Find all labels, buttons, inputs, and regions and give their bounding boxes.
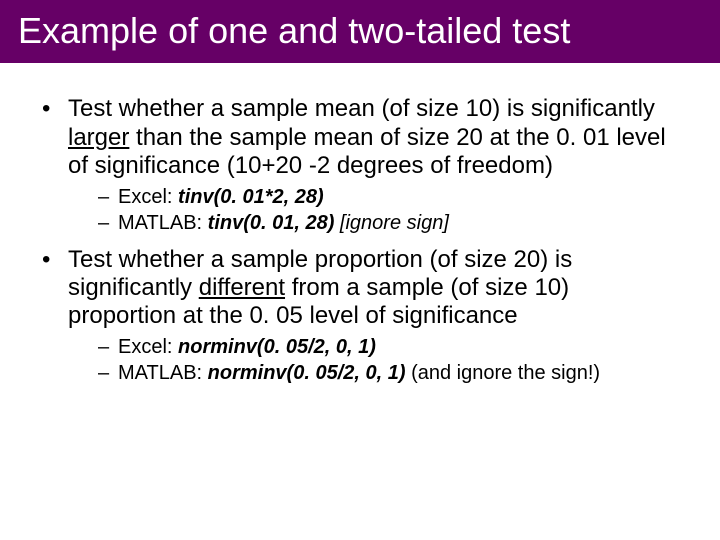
bullet-item: Test whether a sample mean (of size 10) … — [40, 95, 680, 235]
bullet-text-underlined: larger — [68, 124, 129, 151]
sub-bullet-item: Excel: tinv(0. 01*2, 28) — [98, 186, 680, 210]
bullet-list: Test whether a sample mean (of size 10) … — [40, 95, 680, 385]
sub-bullet-list: Excel: norminv(0. 05/2, 0, 1) MATLAB: no… — [68, 336, 680, 385]
sub-code: norminv(0. 05/2, 0, 1) — [178, 336, 376, 358]
sub-bullet-list: Excel: tinv(0. 01*2, 28) MATLAB: tinv(0.… — [68, 186, 680, 235]
sub-note: (and ignore the sign!) — [406, 362, 601, 384]
sub-bullet-item: MATLAB: norminv(0. 05/2, 0, 1) (and igno… — [98, 362, 680, 386]
sub-label: Excel: — [118, 336, 178, 358]
sub-label: MATLAB: — [118, 362, 208, 384]
sub-label: MATLAB: — [118, 212, 208, 234]
bullet-text-underlined: different — [199, 274, 285, 301]
slide-title: Example of one and two-tailed test — [0, 0, 720, 63]
sub-note: [ignore sign] — [334, 212, 449, 234]
sub-code: norminv(0. 05/2, 0, 1) — [208, 362, 406, 384]
bullet-item: Test whether a sample proportion (of siz… — [40, 246, 680, 386]
sub-bullet-item: Excel: norminv(0. 05/2, 0, 1) — [98, 336, 680, 360]
sub-code: tinv(0. 01*2, 28) — [178, 186, 324, 208]
slide: Example of one and two-tailed test Test … — [0, 0, 720, 540]
sub-bullet-item: MATLAB: tinv(0. 01, 28) [ignore sign] — [98, 212, 680, 236]
sub-label: Excel: — [118, 186, 178, 208]
slide-body: Test whether a sample mean (of size 10) … — [0, 63, 720, 385]
sub-code: tinv(0. 01, 28) — [208, 212, 335, 234]
bullet-text-pre: Test whether a sample mean (of size 10) … — [68, 95, 655, 122]
bullet-text-post: than the sample mean of size 20 at the 0… — [68, 124, 666, 179]
